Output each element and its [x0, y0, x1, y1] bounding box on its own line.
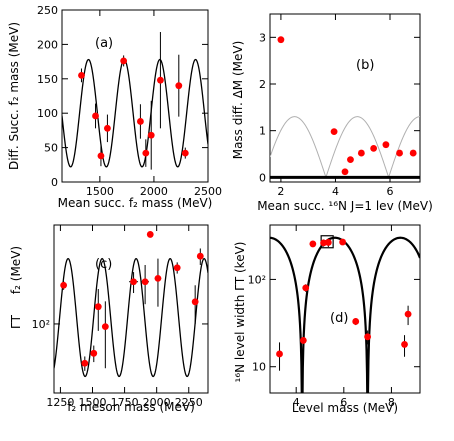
panel-c-data-point: [101, 323, 109, 331]
panel-b-data-point: [330, 128, 338, 136]
panel-a-ylabel: Diff. Succ. f₂ mass (MeV): [7, 22, 21, 170]
panel-c-data-point: [81, 359, 89, 367]
panel-b-xtick-label: 2: [277, 185, 284, 198]
panel-b-ytick-label: 0: [259, 171, 266, 184]
panel-b-label: (b): [356, 58, 374, 73]
panel-a-data-point: [137, 118, 144, 125]
panel-a-label: (a): [95, 36, 113, 51]
panel-b-data-point: [370, 145, 378, 152]
panel-d-data-point: [364, 333, 372, 341]
panel-a-ytick-label: 150: [37, 73, 58, 86]
panel-d-data-point: [276, 350, 283, 358]
panel-a-data-point: [142, 149, 150, 157]
panel-a-ytick-label: 0: [51, 176, 58, 189]
panel-c-data-point: [154, 274, 162, 282]
panel-c-data-point: [94, 303, 102, 311]
panel-b-ytick-label: 3: [259, 31, 266, 44]
panel-b-ytick-label: 2: [259, 78, 266, 91]
panel-a-xtick-label: 2500: [194, 185, 222, 198]
panel-a-data-point: [104, 124, 111, 132]
panel-d-xtick-label: 4: [293, 396, 300, 409]
panel-b-data-point: [409, 149, 417, 157]
panel-c-ylabel-gamma: ΓT: [9, 314, 23, 329]
panel-b-xtick-label: 6: [387, 185, 394, 198]
panel-d-xlabel: Level mass (MeV): [292, 401, 398, 415]
panel-b-ytick-label: 1: [259, 125, 266, 138]
panel-a-data-point: [120, 57, 128, 65]
panel-a-curve: [62, 58, 208, 168]
panel-c-data-point: [146, 231, 154, 238]
panel-b-data-point: [357, 149, 365, 157]
panel-d-ytick-label: 10²: [248, 273, 266, 286]
panel-c-data-point: [196, 252, 204, 260]
panel-d-xtick-label: 8: [388, 396, 395, 409]
panel-c-data-point: [191, 298, 199, 306]
panel-d-label: (d): [330, 311, 348, 326]
panel-b-xtick-label: 4: [332, 185, 339, 198]
panel-a-data-point: [157, 76, 164, 84]
panel-c-xlabel: f₂ meson mass (MeV): [67, 400, 195, 414]
panel-c-data-point: [173, 264, 181, 272]
panel-a-ytick-label: 100: [37, 107, 58, 120]
panel-d-data-point: [401, 341, 408, 348]
panel-c-frame: [53, 224, 209, 394]
panel-a-data-point: [92, 112, 99, 120]
panel-d-ytick-label: 10: [252, 361, 266, 374]
panel-d-data-point: [339, 238, 347, 246]
panel-d-data-point: [352, 318, 360, 325]
panel-a-xlabel: Mean succ. f₂ mass (MeV): [58, 196, 213, 210]
panel-b-xlabel: Mean succ. ¹⁶N J=1 lev (MeV): [257, 199, 433, 213]
panel-c-xtick-label: 1750: [111, 396, 139, 409]
panel-a-data-point: [78, 71, 85, 79]
panel-a-data-point: [97, 152, 105, 160]
panel-c-ylabel: f₂ (MeV): [9, 246, 23, 294]
panel-d-data-point: [309, 240, 317, 248]
panel-d-xtick-label: 6: [340, 396, 347, 409]
panel-b-data-point: [396, 149, 403, 157]
panel-c-data-point: [60, 281, 68, 289]
panel-d-data-point: [299, 337, 307, 344]
panel-d-data-point: [302, 284, 310, 292]
panel-b-curve: [270, 116, 420, 179]
panel-a-xtick-label: 2000: [140, 185, 168, 198]
panel-a-frame: [61, 9, 209, 183]
panel-c-curve: [54, 257, 208, 378]
panel-a: (a) Mean succ. f₂ mass (MeV) Diff. Succ.…: [7, 4, 222, 210]
panel-d-data-point: [404, 310, 412, 318]
panel-b-data-point: [341, 168, 349, 176]
panel-b-frame: [269, 13, 421, 183]
panel-d: (d) Level mass (MeV) ¹⁶N level width ΓT …: [233, 224, 421, 415]
panel-d-curve: [270, 236, 420, 393]
panel-a-data-point: [147, 131, 155, 139]
panel-a-data-point: [181, 149, 189, 157]
panel-b: (b) Mean succ. ¹⁶N J=1 lev (MeV) Mass di…: [231, 13, 433, 213]
panel-b-data-point: [277, 36, 285, 44]
panel-c-data-point: [130, 278, 137, 286]
panel-c-data-point: [141, 278, 149, 286]
panel-d-data-point: [324, 239, 332, 246]
panel-a-ytick-label: 200: [37, 38, 58, 51]
panel-a-ytick-label: 250: [37, 4, 58, 17]
panel-a-data-point: [175, 82, 183, 90]
panel-c-ytick-label: 10²: [32, 318, 50, 331]
panel-d-frame: [269, 224, 421, 394]
panel-b-data-point: [382, 141, 390, 149]
panel-a-ytick-label: 50: [44, 142, 58, 155]
panel-c-data-point: [90, 349, 98, 357]
panel-c-xtick-label: 2250: [175, 396, 203, 409]
panel-a-xtick-label: 1500: [86, 185, 114, 198]
panel-c-xtick-label: 2000: [143, 396, 171, 409]
panel-c: (c) f₂ meson mass (MeV) f₂ (MeV) ΓT 1250…: [9, 224, 209, 414]
panel-c-xtick-label: 1500: [79, 396, 107, 409]
panel-b-data-point: [347, 156, 354, 164]
panel-c-xtick-label: 1250: [46, 396, 74, 409]
panel-d-ylabel: ¹⁶N level width ΓT (keV): [233, 242, 247, 383]
panel-b-ylabel: Mass diff. ΔM (MeV): [231, 41, 245, 160]
